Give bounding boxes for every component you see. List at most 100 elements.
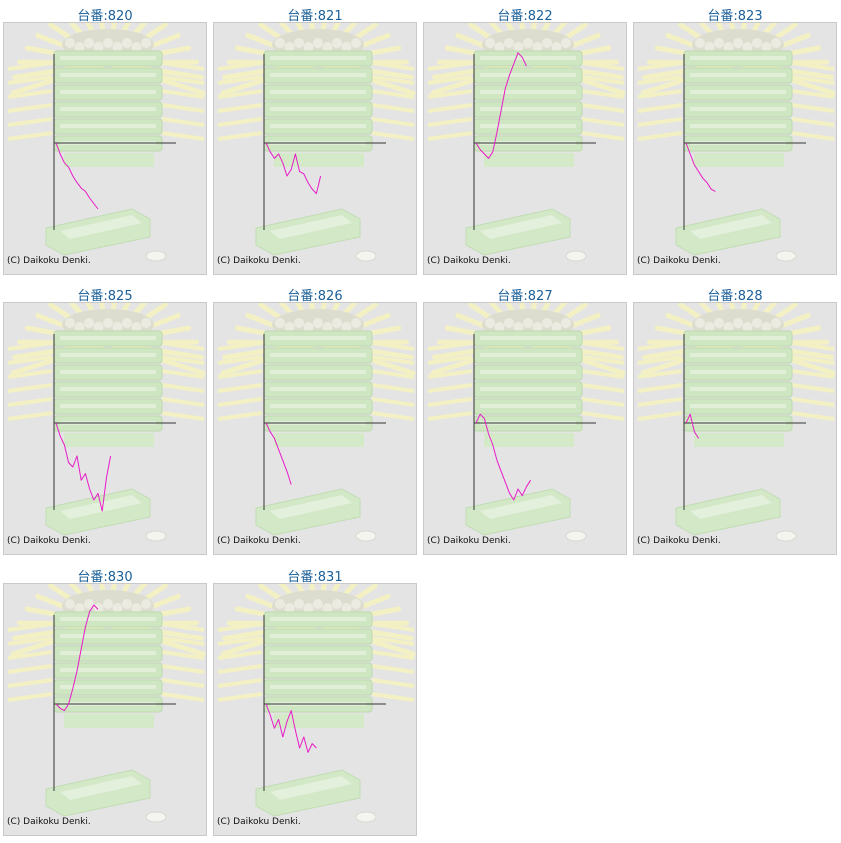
sun-ray [637, 383, 683, 393]
graph-svg [637, 303, 836, 542]
sun-ray [791, 383, 835, 393]
sun-ray [637, 397, 683, 407]
graph-svg [7, 303, 206, 542]
box-highlight [60, 387, 156, 391]
ball [93, 322, 104, 332]
ball [771, 38, 781, 48]
sun-ray [7, 61, 53, 71]
ball [742, 322, 753, 332]
background-art [427, 303, 626, 542]
sun-ray [371, 383, 415, 393]
ball [551, 322, 562, 332]
machine-number-link[interactable]: 台番:823 [707, 9, 763, 24]
series-line [55, 142, 99, 210]
machine-number-link[interactable]: 台番:822 [497, 9, 553, 24]
graph-svg [217, 303, 416, 542]
sun-ray [427, 117, 473, 127]
box-highlight [480, 353, 576, 357]
sun-ray [161, 369, 205, 379]
background-art [217, 303, 416, 542]
series-line [265, 142, 322, 195]
sun-ray [371, 678, 415, 688]
sun-ray [581, 383, 625, 393]
sun-ray [637, 117, 683, 127]
sun-ray [161, 650, 205, 660]
sun-ray [217, 650, 263, 660]
sun-ray [637, 355, 683, 365]
graph-panel: (C) Daikoku Denki. [3, 583, 207, 836]
sun-ray [371, 636, 415, 646]
sun-ray [581, 369, 625, 379]
ball [561, 318, 571, 328]
ball [332, 38, 342, 48]
graph-card: 台番:827 (C) Daikoku Denki. [423, 282, 627, 555]
ball [112, 603, 123, 613]
box-highlight [270, 370, 366, 374]
machine-number-link[interactable]: 台番:825 [77, 289, 133, 304]
sun-ray [371, 61, 415, 71]
ball [275, 318, 285, 328]
sun-ray [217, 117, 263, 127]
tray-inner [270, 215, 352, 239]
ball [294, 38, 304, 48]
sun-ray [791, 341, 835, 351]
ball [341, 322, 352, 332]
box-highlight [60, 404, 156, 408]
sun-ray [581, 117, 625, 127]
ball [714, 38, 724, 48]
sun-ray [427, 61, 473, 71]
machine-number-link[interactable]: 台番:827 [497, 289, 553, 304]
sun-ray [371, 650, 415, 660]
graph-panel: (C) Daikoku Denki. [423, 302, 627, 555]
ball [112, 42, 123, 52]
machine-number-link[interactable]: 台番:826 [287, 289, 343, 304]
sun-ray [217, 636, 263, 646]
ball [714, 318, 724, 328]
ball [84, 318, 94, 328]
sun-ray [161, 678, 205, 688]
background-art [637, 303, 836, 542]
ball [561, 38, 571, 48]
box-bottom [64, 433, 154, 447]
ball [275, 599, 285, 609]
box-bottom [694, 433, 784, 447]
box-highlight [480, 73, 576, 77]
graph-panel: (C) Daikoku Denki. [423, 22, 627, 275]
ball [485, 318, 495, 328]
ball [122, 599, 132, 609]
sun-ray [7, 678, 53, 688]
machine-number-link[interactable]: 台番:821 [287, 9, 343, 24]
sun-ray [371, 355, 415, 365]
sun-ray [427, 369, 473, 379]
ball [761, 322, 772, 332]
box-highlight [60, 668, 156, 672]
ball [322, 322, 333, 332]
box-bottom [694, 153, 784, 167]
sun-ray [371, 692, 415, 702]
series-line [55, 422, 112, 512]
machine-number-link[interactable]: 台番:830 [77, 570, 133, 585]
machine-number-link[interactable]: 台番:820 [77, 9, 133, 24]
machine-number-link[interactable]: 台番:831 [287, 570, 343, 585]
box-highlight [60, 685, 156, 689]
sun-ray [217, 61, 263, 71]
machine-number-link[interactable]: 台番:828 [707, 289, 763, 304]
ball [704, 42, 715, 52]
sun-ray [7, 369, 53, 379]
sun-ray [581, 131, 625, 141]
background-art [637, 23, 836, 262]
background-art [217, 584, 416, 823]
sun-ray [217, 411, 263, 421]
ball [122, 38, 132, 48]
ball [294, 318, 304, 328]
box-bottom [64, 153, 154, 167]
graph-panel: (C) Daikoku Denki. [213, 22, 417, 275]
ball [322, 42, 333, 52]
box-highlight [60, 651, 156, 655]
box-highlight [690, 387, 786, 391]
tray-inner [690, 215, 772, 239]
sun-ray [7, 397, 53, 407]
graph-svg [217, 584, 416, 823]
graph-card: 台番:820 (C) Daikoku Denki. [3, 2, 207, 275]
sun-ray [791, 89, 835, 99]
